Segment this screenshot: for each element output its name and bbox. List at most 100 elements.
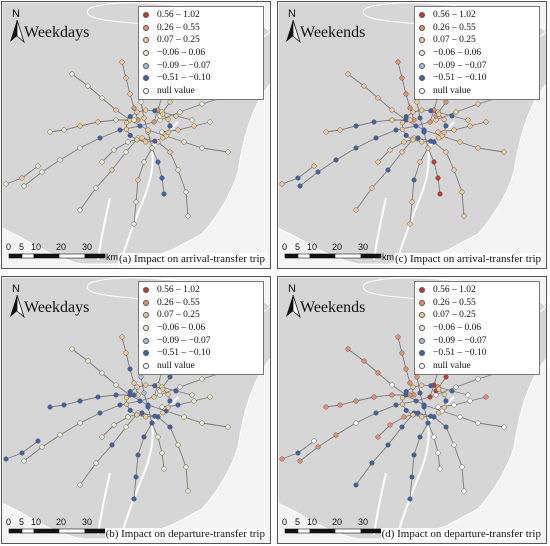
metro-station	[165, 129, 171, 136]
metro-station	[111, 422, 117, 428]
legend-label: null value	[157, 360, 195, 371]
metro-station	[117, 402, 123, 408]
legend-item: −0.09 – −0.07	[419, 334, 535, 347]
metro-station	[151, 394, 157, 400]
metro-station	[109, 167, 115, 173]
metro-station	[77, 398, 83, 404]
metro-station	[183, 189, 189, 195]
river	[373, 472, 387, 536]
metro-station	[189, 117, 195, 123]
legend-swatch-icon	[419, 37, 425, 44]
legend-item: null value	[419, 85, 535, 98]
metro-line	[126, 109, 171, 143]
metro-station	[97, 410, 103, 416]
legend-label: −0.06 – 0.06	[433, 48, 482, 59]
legend-swatch-icon	[143, 37, 149, 44]
metro-station	[160, 135, 166, 141]
metro-station	[99, 434, 105, 440]
scale-tick-label: 5	[295, 517, 301, 527]
metro-station	[407, 117, 413, 123]
metro-station	[373, 135, 379, 141]
metro-station	[185, 213, 191, 219]
map-panel-a: N Weekdays 0.56 – 1.02 0.26 – 0.55 0.07 – …	[1, 1, 271, 269]
scale-tick-label: 30	[82, 242, 93, 252]
metro-station	[399, 395, 406, 401]
metro-station	[407, 105, 413, 111]
scale-tick-label: 30	[82, 517, 93, 527]
metro-station	[99, 159, 105, 165]
metro-station	[465, 117, 471, 123]
legend-swatch-icon	[419, 12, 425, 19]
metro-station	[143, 139, 149, 145]
metro-station	[387, 147, 393, 153]
metro-station	[57, 432, 63, 438]
legend-item: −0.51 – −0.10	[419, 347, 535, 360]
metro-station	[403, 114, 409, 120]
metro-station	[279, 456, 285, 462]
legend-swatch-icon	[143, 24, 149, 31]
metro-station	[436, 386, 442, 392]
north-arrow-icon: N	[6, 8, 28, 48]
legend-item: 0.07 – 0.25	[419, 309, 535, 322]
metro-station	[152, 413, 158, 419]
metro-station	[207, 394, 213, 400]
legend-label: 0.56 – 1.02	[433, 285, 476, 296]
metro-station	[436, 111, 442, 117]
metro-station	[35, 438, 41, 444]
metro-station	[399, 424, 405, 430]
legend-swatch-icon	[419, 62, 425, 69]
metro-station	[353, 145, 359, 151]
metro-station	[501, 424, 507, 430]
metro-station	[361, 83, 367, 89]
metro-station	[441, 129, 447, 136]
metro-station	[175, 442, 181, 448]
scale-unit: km	[382, 252, 394, 262]
metro-station	[141, 115, 147, 121]
metro-station	[428, 108, 434, 114]
metro-station	[459, 189, 465, 195]
panel-caption: (b) Impact on departure-transfer trip	[104, 528, 266, 540]
metro-station	[410, 384, 416, 390]
metro-station	[375, 370, 381, 376]
metro-station	[127, 114, 133, 120]
legend-item: 0.26 – 0.55	[143, 22, 259, 35]
scale-bar-graphic	[284, 253, 382, 259]
metro-station	[95, 394, 101, 400]
metro-station	[159, 404, 165, 410]
metro-station	[449, 388, 455, 394]
legend-label: −0.09 – −0.07	[157, 335, 211, 346]
legend-label: 0.26 – 0.55	[433, 22, 476, 33]
metro-station	[95, 119, 101, 125]
metro-station	[134, 412, 140, 418]
metro-station	[165, 116, 171, 123]
metro-station	[387, 422, 393, 428]
metro-station	[353, 420, 359, 426]
metro-station	[189, 392, 195, 398]
legend-item: 0.07 – 0.25	[143, 309, 259, 322]
metro-station	[21, 458, 27, 464]
legend-swatch-icon	[419, 350, 425, 357]
metro-station	[395, 59, 401, 65]
metro-station	[323, 129, 329, 135]
metro-station	[353, 123, 359, 129]
metro-station	[451, 402, 457, 408]
metro-station	[143, 414, 149, 420]
metro-station	[385, 167, 391, 173]
panel-caption: (d) Impact on departure-transfer trip	[380, 528, 542, 540]
metro-station	[159, 175, 165, 181]
legend-swatch-icon	[419, 24, 425, 31]
metro-station	[403, 407, 409, 413]
metro-station	[431, 434, 437, 440]
metro-station	[419, 382, 425, 388]
metro-station	[181, 414, 187, 420]
metro-station	[428, 383, 434, 389]
legend-swatch-icon	[419, 299, 425, 306]
legend-label: null value	[433, 360, 471, 371]
metro-station	[451, 442, 457, 448]
metro-station	[389, 382, 395, 388]
river	[119, 422, 154, 540]
legend: 0.56 – 1.02 0.26 – 0.55 0.07 – 0.25 −0.06 –…	[138, 6, 264, 101]
panel-caption: (c) Impact on arrival-transfer trip	[394, 253, 542, 265]
metro-station	[311, 438, 317, 444]
metro-station	[431, 159, 437, 165]
